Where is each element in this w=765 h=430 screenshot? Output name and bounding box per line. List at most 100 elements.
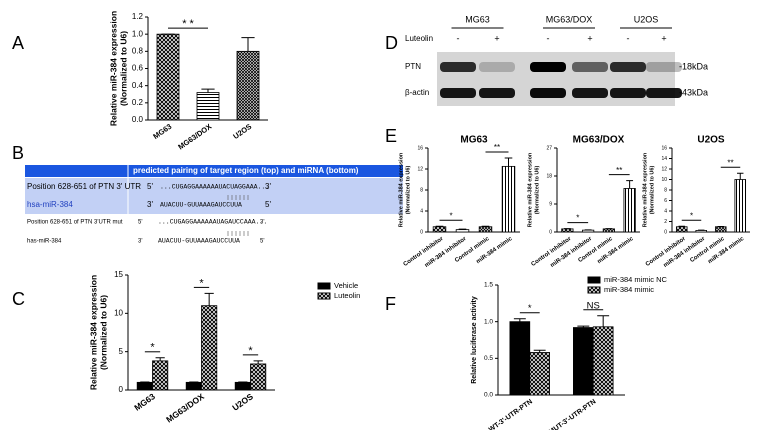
- blot-band: [572, 88, 608, 98]
- y-axis-label: (Normalized to U6): [649, 166, 655, 215]
- x-tick-label: MG63/DOX: [176, 122, 213, 152]
- pairing-cell: 5': [147, 182, 153, 191]
- y-tick-label: 0: [420, 229, 423, 235]
- pairing-cell: ...CUGAGGAAAAAAUACUAGGAAA...: [160, 184, 269, 191]
- error-bar: [678, 225, 685, 227]
- legend-swatch: [317, 292, 331, 300]
- x-tick-label: MG63: [132, 391, 157, 413]
- y-tick-label: 10: [114, 308, 123, 317]
- y-axis-label: Relative miR-384 expression: [398, 152, 404, 227]
- bar: [529, 352, 550, 396]
- bar: [250, 363, 267, 391]
- y-tick-label: 0.5: [484, 355, 493, 362]
- blot-sign: +: [494, 33, 499, 43]
- blot-band: [440, 88, 476, 98]
- bar: [136, 381, 153, 391]
- pairing-cell: AUACUU-GUUAAAGAUCCUUA: [160, 202, 242, 209]
- blot-band: [610, 88, 646, 98]
- y-axis-label: Relative miR-384 expression: [88, 275, 98, 390]
- bar: [561, 228, 574, 233]
- x-tick-label: miR-384 mimic: [597, 236, 636, 266]
- y-tick-label: 5: [119, 347, 124, 356]
- bar: [185, 381, 202, 391]
- bar: [196, 92, 220, 121]
- bar: [582, 229, 595, 233]
- bar: [675, 226, 688, 233]
- y-tick-label: 18: [546, 173, 552, 179]
- table-highlight: [25, 178, 403, 214]
- y-tick-label: 1.5: [484, 282, 493, 289]
- error-bar: [201, 88, 215, 93]
- bar: [602, 228, 615, 233]
- y-axis-label: (Normalized to U6): [118, 31, 128, 106]
- y-tick-label: 0.8: [132, 46, 144, 55]
- legend-label: Luteolin: [334, 291, 360, 300]
- pairing-cell: 3': [265, 182, 271, 191]
- y-tick-label: 12: [417, 166, 423, 172]
- significance-label: NS: [587, 300, 600, 311]
- y-axis-label: Relative luciferase activity: [471, 296, 478, 384]
- panel-letter: B: [12, 143, 24, 163]
- bar: [201, 305, 218, 391]
- x-tick-label: miR-384 inhibitor: [424, 236, 468, 269]
- panel-letter: C: [12, 289, 25, 309]
- pairing-cell: 5': [265, 200, 271, 209]
- x-tick-label: MG63/DOX: [164, 391, 206, 425]
- error-bar: [513, 318, 526, 322]
- x-tick-label: MG63: [151, 122, 173, 141]
- blot-group: MG63: [465, 14, 490, 24]
- x-tick-label: WT-3'-UTR-PTN: [488, 398, 534, 430]
- bar: [478, 226, 493, 233]
- y-tick-label: 8: [420, 187, 423, 193]
- y-tick-label: 0: [119, 385, 124, 394]
- panel-letter: E: [385, 126, 397, 146]
- significance-label: *: [150, 342, 155, 354]
- legend-label: Vehicle: [334, 281, 358, 290]
- panel-letter: D: [385, 33, 398, 53]
- y-axis-label: (Normalized to U6): [534, 166, 540, 215]
- bar: [714, 226, 727, 233]
- legend-label: miR-384 mimic NC: [604, 275, 668, 284]
- pairing-cell: 3': [138, 239, 142, 245]
- significance-label: *: [690, 211, 693, 220]
- pairing-table: predicted pairing of target region (top)…: [25, 165, 403, 214]
- blot-sign: +: [587, 33, 592, 43]
- y-tick-label: 15: [114, 270, 123, 279]
- error-bar: [737, 172, 744, 180]
- error-bar: [204, 292, 214, 306]
- y-axis-label: Relative miR-384 expression: [527, 152, 533, 227]
- bar: [509, 321, 531, 396]
- significance-label: *: [576, 214, 579, 223]
- blot-sign: +: [661, 33, 666, 43]
- y-tick-label: 10: [661, 177, 667, 183]
- blot-band: [572, 62, 608, 72]
- pairing-cell: AUACUU-GUUAAAGAUCCUUA: [158, 238, 240, 245]
- pairing-cell: 5': [260, 239, 264, 245]
- blot-band: [440, 62, 476, 72]
- bar: [734, 179, 747, 233]
- table-header: [25, 165, 403, 177]
- pairing-cell: ...CUGAGGAAAAAAUAGAUCCAAA...: [158, 219, 267, 226]
- legend-label: miR-384 mimic: [604, 285, 654, 294]
- error-bar: [481, 225, 490, 227]
- blot-band: [530, 62, 566, 72]
- y-tick-label: 1.0: [132, 29, 144, 38]
- error-bar: [577, 325, 590, 328]
- error-bar: [533, 349, 546, 353]
- significance-label: **: [727, 158, 733, 167]
- error-bar: [253, 360, 263, 364]
- y-axis-label: Relative miR-384 expression: [108, 11, 118, 126]
- significance-label: * *: [182, 18, 194, 30]
- blot-sign: -: [457, 33, 460, 43]
- significance-label: *: [248, 345, 253, 357]
- panel-letter: A: [12, 33, 24, 53]
- y-tick-label: 4: [420, 208, 423, 214]
- blot-row-label: β-actin: [405, 88, 429, 97]
- y-tick-label: 16: [417, 145, 423, 151]
- y-tick-label: 0: [549, 229, 552, 235]
- y-tick-label: 16: [661, 145, 667, 151]
- error-bar: [458, 228, 467, 230]
- blot-group: U2OS: [634, 14, 659, 24]
- y-tick-label: 0.2: [132, 98, 144, 107]
- blot-group: MG63/DOX: [546, 14, 593, 24]
